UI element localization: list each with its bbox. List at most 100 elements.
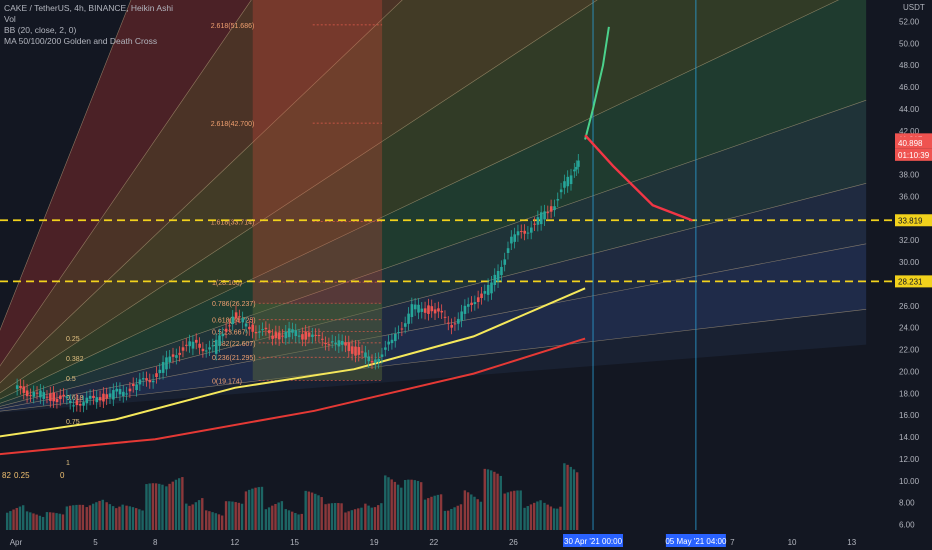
volume-bar [499, 475, 502, 530]
candle-body [350, 346, 354, 354]
volume-bar [141, 510, 144, 530]
legend-vol[interactable]: Vol [4, 14, 16, 24]
volume-bar [188, 505, 191, 530]
fan-label: 0.5 [66, 376, 76, 383]
volume-bar [208, 511, 211, 530]
volume-bar [181, 477, 184, 530]
legend-ma[interactable]: MA 50/100/200 Golden and Death Cross [4, 36, 158, 46]
candle-body [45, 396, 49, 398]
fan-line [0, 0, 403, 384]
volume-bar [148, 483, 151, 530]
volume-bar [95, 502, 98, 530]
volume-bar [552, 508, 556, 530]
moving-averages [0, 287, 586, 456]
candle-body [500, 266, 503, 276]
volume-bar [304, 490, 307, 530]
price-tick-label: 52.00 [899, 17, 920, 26]
volume-bar [310, 492, 314, 530]
candle-body [483, 291, 487, 294]
projection-up-line [584, 26, 610, 140]
volume-bar [347, 511, 350, 530]
time-axis-bg [0, 532, 895, 550]
candle-body [314, 334, 318, 336]
candle-body [135, 384, 138, 391]
volume-label: 82 [2, 471, 11, 480]
volume-bar [12, 509, 15, 530]
candle-body [29, 395, 32, 397]
volume-bar [430, 496, 433, 530]
time-axis[interactable]: Apr5812151922267101315:030 Apr '21 00:00… [0, 471, 895, 550]
candle-body [563, 181, 566, 188]
candle-body [204, 350, 208, 352]
fan-zone [0, 0, 867, 404]
volume-bar [5, 512, 9, 530]
candle-body [105, 394, 109, 399]
candle-body [370, 360, 374, 363]
candle-body [297, 335, 301, 337]
candle-body [466, 304, 470, 307]
volume-bar [204, 510, 208, 530]
candle-body [224, 328, 228, 332]
fib-level-label: 0(19.174) [212, 378, 242, 385]
price-tick-label: 22.00 [899, 346, 920, 355]
candle-body [165, 357, 168, 370]
candle-body [195, 339, 198, 343]
legend-symbol[interactable]: CAKE / TetherUS, 4h, BINANCE, Heikin Ash… [4, 3, 173, 13]
volume-bar [48, 512, 52, 530]
volume-bar [9, 511, 12, 530]
candle-body [277, 332, 281, 340]
legend-bb[interactable]: BB (20, close, 2, 0) [4, 25, 77, 35]
volume-bar [128, 506, 131, 530]
candle-body [254, 331, 258, 334]
time-tick-label: 7 [730, 538, 735, 547]
volume-bar [280, 501, 284, 530]
candle-body [198, 343, 201, 348]
volume-bar [314, 493, 317, 530]
volume-bar [81, 504, 85, 530]
candles [15, 154, 580, 413]
volume-bar [287, 510, 291, 530]
volume-bar [294, 513, 297, 530]
candle-body [171, 354, 175, 357]
volume-bar [327, 503, 330, 530]
price-tick-label: 8.00 [899, 499, 915, 508]
candle-body [92, 395, 95, 399]
candle-body [281, 335, 284, 337]
volume-bar [546, 504, 549, 530]
volume-bar [403, 479, 407, 530]
price-tick-label: 36.00 [899, 192, 920, 201]
candle-body [62, 394, 65, 397]
volume-bar [78, 504, 81, 530]
volume-bar [493, 471, 496, 530]
candle-body [118, 388, 122, 395]
time-tick-label: 10 [788, 538, 797, 547]
candle-body [261, 329, 264, 331]
candle-body [264, 327, 268, 330]
price-tick-label: 30.00 [899, 258, 920, 267]
candle-body [357, 347, 361, 355]
candle-body [549, 206, 553, 212]
volume-bar [121, 504, 124, 530]
candle-body [450, 325, 454, 328]
volume-bar [376, 505, 380, 530]
volume-bar [566, 464, 569, 530]
fan-label: 0.75 [66, 419, 80, 426]
candle-body [337, 340, 341, 347]
candle-body [364, 352, 367, 358]
price-axis[interactable]: USDT 6.00 8.00 10.00 12.00 14.00 16.00 18.00 20.… [895, 0, 932, 550]
candle-body [403, 323, 407, 327]
volume-bar [483, 468, 486, 530]
candle-body [476, 297, 480, 303]
date-tag-label: 05 May '21 04:00 [665, 537, 727, 546]
volume-bar [52, 512, 55, 530]
volume-bar [75, 504, 78, 530]
volume-bar [125, 505, 128, 530]
candle-body [430, 306, 434, 312]
candle-body [553, 206, 556, 211]
volume-bar [360, 507, 363, 530]
fan-zone [0, 309, 867, 413]
candle-body [573, 169, 576, 172]
time-tick-label: Apr [10, 538, 23, 547]
candle-body [377, 358, 381, 362]
